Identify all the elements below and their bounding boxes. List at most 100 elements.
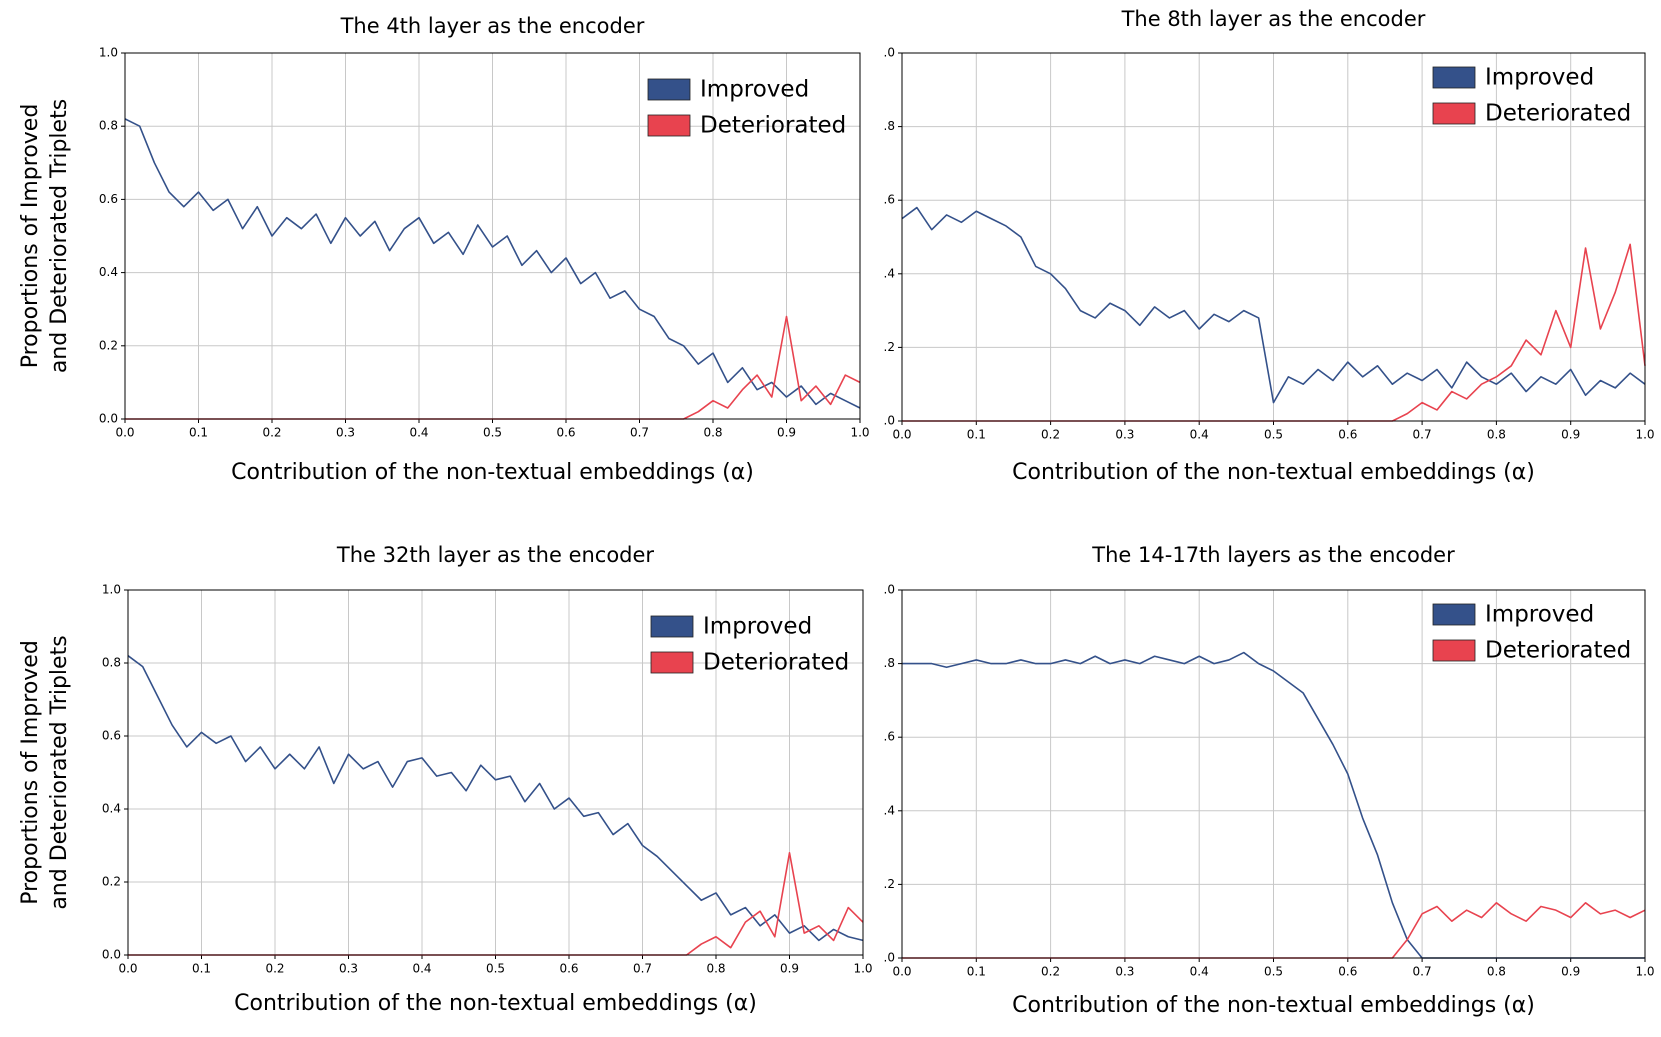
x-tick-label: 0.1 — [189, 426, 208, 440]
legend-label: Improved — [700, 77, 809, 103]
y-tick-label: .4 — [884, 803, 895, 817]
x-tick-label: 0.3 — [1115, 428, 1134, 442]
x-tick-label: 0.6 — [556, 426, 575, 440]
x-tick-label: 1.0 — [850, 426, 869, 440]
series-line — [124, 118, 861, 409]
plot-frame — [127, 589, 864, 956]
x-tick-label: 0.6 — [1338, 965, 1357, 979]
legend-swatch — [650, 615, 694, 638]
y-tick-label: .6 — [884, 193, 895, 207]
x-tick-label: 0.4 — [412, 962, 431, 976]
x-tick-label: 0.3 — [339, 962, 358, 976]
y-axis-label: Proportions of Improved — [18, 104, 43, 369]
x-tick-label: 1.0 — [1635, 965, 1654, 979]
x-tick-label: 0.5 — [486, 962, 505, 976]
x-tick-label: 0.7 — [1413, 965, 1432, 979]
x-tick-label: 0.4 — [1190, 428, 1209, 442]
legend-swatch — [647, 78, 691, 101]
y-tick-label: .4 — [884, 266, 895, 280]
x-tick-label: 1.0 — [853, 962, 872, 976]
plot-frame — [901, 589, 1646, 959]
x-tick-label: 0.8 — [703, 426, 722, 440]
x-tick-label: 0.9 — [1561, 965, 1580, 979]
y-tick-label: 1.0 — [99, 46, 118, 60]
x-axis-label: Contribution of the non-textual embeddin… — [1012, 993, 1535, 1018]
x-tick-label: 0.2 — [1041, 428, 1060, 442]
y-tick-label: 0.0 — [99, 412, 118, 426]
y-tick-label: 0.6 — [102, 729, 121, 743]
y-tick-label: .8 — [884, 119, 895, 133]
legend-label: Improved — [703, 614, 812, 640]
x-tick-label: 0.9 — [780, 962, 799, 976]
x-tick-label: 0.3 — [1115, 965, 1134, 979]
y-tick-label: .0 — [884, 583, 895, 597]
chart-title: The 8th layer as the encoder — [1121, 7, 1426, 31]
plot-frame — [901, 52, 1646, 422]
y-tick-label: 1.0 — [102, 583, 121, 597]
plot-frame — [124, 52, 861, 420]
x-tick-label: 0.1 — [192, 962, 211, 976]
x-tick-label: 0.6 — [1338, 428, 1357, 442]
y-tick-label: .0 — [884, 46, 895, 60]
legend-label: Deteriorated — [1485, 101, 1631, 127]
y-tick-label: .0 — [884, 414, 895, 428]
y-tick-label: .2 — [884, 340, 895, 354]
x-tick-label: 0.1 — [967, 428, 986, 442]
legend-swatch — [647, 114, 691, 137]
y-tick-label: 0.8 — [99, 119, 118, 133]
x-tick-label: 0.1 — [967, 965, 986, 979]
x-tick-label: 0.0 — [892, 428, 911, 442]
legend-swatch — [1432, 102, 1476, 125]
x-tick-label: 0.5 — [1264, 428, 1283, 442]
x-tick-label: 0.0 — [118, 962, 137, 976]
legend-label: Improved — [1485, 602, 1594, 628]
y-tick-label: .6 — [884, 730, 895, 744]
y-axis-label: and Deteriorated Triplets — [47, 99, 72, 373]
x-axis-label: Contribution of the non-textual embeddin… — [231, 460, 754, 485]
y-tick-label: 0.0 — [102, 948, 121, 962]
x-tick-label: 0.0 — [115, 426, 134, 440]
chart-title: The 14-17th layers as the encoder — [1091, 543, 1455, 567]
x-axis-label: Contribution of the non-textual embeddin… — [234, 991, 757, 1016]
x-tick-label: 0.2 — [1041, 965, 1060, 979]
x-tick-label: 0.3 — [336, 426, 355, 440]
x-tick-label: 0.8 — [1487, 965, 1506, 979]
y-tick-label: .8 — [884, 656, 895, 670]
legend-label: Deteriorated — [700, 113, 846, 139]
x-tick-label: 0.9 — [777, 426, 796, 440]
x-tick-label: 0.7 — [630, 426, 649, 440]
legend-label: Deteriorated — [703, 650, 849, 676]
y-tick-label: 0.8 — [102, 656, 121, 670]
y-tick-label: .0 — [884, 951, 895, 965]
x-tick-label: 0.8 — [706, 962, 725, 976]
chart-title: The 4th layer as the encoder — [340, 14, 645, 38]
y-tick-label: 0.6 — [99, 192, 118, 206]
legend-label: Improved — [1485, 65, 1594, 91]
series-line — [901, 206, 1646, 404]
x-tick-label: 0.6 — [559, 962, 578, 976]
legend-swatch — [1432, 603, 1476, 626]
x-tick-label: 0.5 — [483, 426, 502, 440]
x-tick-label: 0.0 — [892, 965, 911, 979]
legend-label: Deteriorated — [1485, 638, 1631, 664]
legend-swatch — [1432, 639, 1476, 662]
legend-swatch — [650, 651, 694, 674]
x-tick-label: 0.9 — [1561, 428, 1580, 442]
x-tick-label: 0.7 — [633, 962, 652, 976]
y-tick-label: .2 — [884, 877, 895, 891]
x-tick-label: 0.8 — [1487, 428, 1506, 442]
x-tick-label: 0.5 — [1264, 965, 1283, 979]
y-axis-label: Proportions of Improved — [18, 640, 43, 905]
x-tick-label: 0.7 — [1413, 428, 1432, 442]
x-axis-label: Contribution of the non-textual embeddin… — [1012, 460, 1535, 485]
series-line — [127, 655, 864, 942]
y-tick-label: 0.4 — [102, 802, 121, 816]
y-axis-label: and Deteriorated Triplets — [47, 635, 72, 909]
x-tick-label: 1.0 — [1635, 428, 1654, 442]
x-tick-label: 0.4 — [409, 426, 428, 440]
chart-title: The 32th layer as the encoder — [336, 543, 655, 567]
y-tick-label: 0.4 — [99, 265, 118, 279]
x-tick-label: 0.2 — [262, 426, 281, 440]
legend-swatch — [1432, 66, 1476, 89]
